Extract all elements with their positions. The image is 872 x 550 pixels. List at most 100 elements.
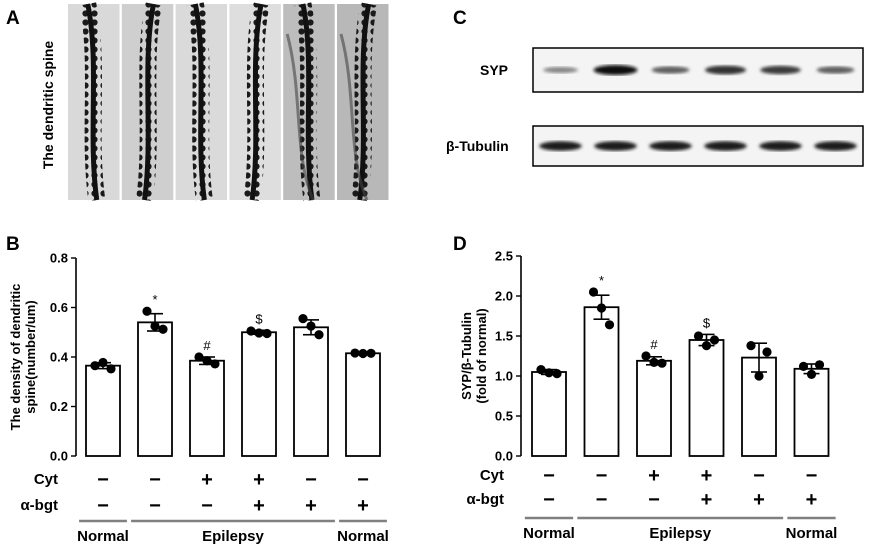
- group-label: Normal: [786, 525, 838, 542]
- background-dendrite: [285, 33, 315, 201]
- significance-marker: $: [703, 315, 711, 330]
- data-point: [552, 369, 562, 379]
- bar-group-1: [85, 357, 121, 457]
- treatment-sign: −: [543, 465, 555, 487]
- panel-label-a: A: [6, 8, 20, 29]
- data-point: [246, 326, 256, 336]
- micrograph-2: [121, 2, 174, 202]
- treatment-sign: +: [253, 469, 265, 491]
- significance-marker: #: [203, 338, 211, 353]
- bar-group-4: $: [241, 311, 277, 457]
- panel-d-syp-ratio-chart: D 0.0 0.5 1.0 1.5 2.0 2.5 SYP/β-Tubulin(fold o…: [453, 234, 837, 542]
- micrograph-6: [337, 2, 389, 202]
- data-point: [366, 348, 376, 358]
- group-label: Normal: [337, 528, 389, 545]
- blot-band: [704, 65, 747, 75]
- bar-group-6: [793, 360, 830, 457]
- treatment-sign: −: [648, 489, 660, 511]
- data-point: [657, 358, 667, 368]
- data-point: [298, 314, 308, 324]
- blot-band: [542, 66, 579, 74]
- treatment-sign: −: [97, 495, 109, 517]
- treatment-sign: −: [149, 469, 161, 491]
- blot-membrane: [532, 125, 864, 167]
- data-point: [202, 356, 212, 366]
- data-point: [798, 361, 809, 371]
- blot-row-2: β-Tubulin: [446, 125, 864, 167]
- data-point: [596, 303, 607, 313]
- micrograph-4: [229, 2, 281, 202]
- blot-band: [704, 141, 747, 151]
- data-point: [693, 331, 704, 341]
- y-axis-label-line: (fold of normal): [474, 308, 489, 403]
- data-point: [210, 359, 220, 369]
- bar: [189, 359, 225, 457]
- bar: [531, 371, 567, 457]
- panel-a-dendritic-spine-images: A The dendritic spine: [6, 2, 389, 202]
- data-point: [544, 368, 554, 378]
- treatment-row-label: α-bgt: [20, 497, 58, 514]
- data-point: [98, 357, 108, 368]
- dendrite-shaft: [192, 3, 207, 201]
- bar: [636, 359, 672, 457]
- blot-band: [816, 66, 855, 74]
- y-tick-label: 0.5: [495, 409, 513, 424]
- group-label: Normal: [523, 525, 575, 542]
- blot-membrane: [532, 47, 864, 93]
- bar: [241, 331, 277, 457]
- data-point: [90, 361, 100, 371]
- bar-group-5: [293, 314, 329, 457]
- y-tick-label: 2.5: [495, 249, 513, 264]
- dendrite-shaft: [300, 3, 315, 201]
- data-point: [814, 360, 825, 370]
- treatment-sign: −: [149, 495, 161, 517]
- data-point: [158, 324, 168, 334]
- blot-band: [539, 141, 582, 151]
- treatment-sign: −: [357, 469, 369, 491]
- data-point: [536, 365, 546, 375]
- bar: [793, 367, 830, 457]
- treatment-sign: +: [357, 495, 369, 517]
- data-point: [106, 364, 116, 374]
- treatment-sign: −: [596, 465, 608, 487]
- treatment-sign: −: [543, 489, 555, 511]
- y-tick-label: 0.0: [50, 449, 68, 464]
- panel-label-d: D: [453, 234, 467, 255]
- bar-group-4: $: [688, 315, 725, 457]
- treatment-sign: −: [305, 469, 317, 491]
- data-point: [641, 351, 651, 361]
- blot-band: [814, 141, 857, 151]
- treatment-sign: −: [596, 489, 608, 511]
- blot-band: [760, 65, 801, 75]
- bar-group-3: #: [189, 338, 225, 457]
- treatment-sign: +: [701, 489, 713, 511]
- blot-band: [594, 141, 637, 151]
- data-point: [701, 341, 712, 351]
- treatment-sign: +: [701, 465, 713, 487]
- bar-group-6: [345, 348, 381, 457]
- data-point: [649, 357, 659, 367]
- data-point: [746, 341, 756, 351]
- micrograph-3: [175, 2, 228, 202]
- data-point: [358, 348, 368, 359]
- treatment-sign: +: [806, 489, 818, 511]
- bar-group-2: *: [137, 292, 173, 457]
- bar: [137, 321, 173, 457]
- data-point: [806, 369, 817, 379]
- y-tick-label: 1.5: [495, 329, 513, 344]
- y-axis-label-line: The density of dendritic: [8, 284, 23, 431]
- bar: [688, 339, 725, 457]
- y-tick-label: 2.0: [495, 289, 513, 304]
- bar-group-5: [741, 341, 777, 457]
- significance-marker: #: [650, 337, 658, 352]
- significance-marker: *: [152, 292, 157, 307]
- y-axis-label: SYP/β-Tubulin(fold of normal): [459, 308, 489, 403]
- treatment-row-label: α-bgt: [466, 491, 504, 508]
- blot-row-1: SYP: [480, 47, 864, 93]
- group-label: Normal: [77, 528, 129, 545]
- treatment-sign: +: [753, 489, 765, 511]
- bar: [85, 364, 121, 457]
- panel-label-c: C: [453, 8, 467, 29]
- data-point: [709, 335, 720, 345]
